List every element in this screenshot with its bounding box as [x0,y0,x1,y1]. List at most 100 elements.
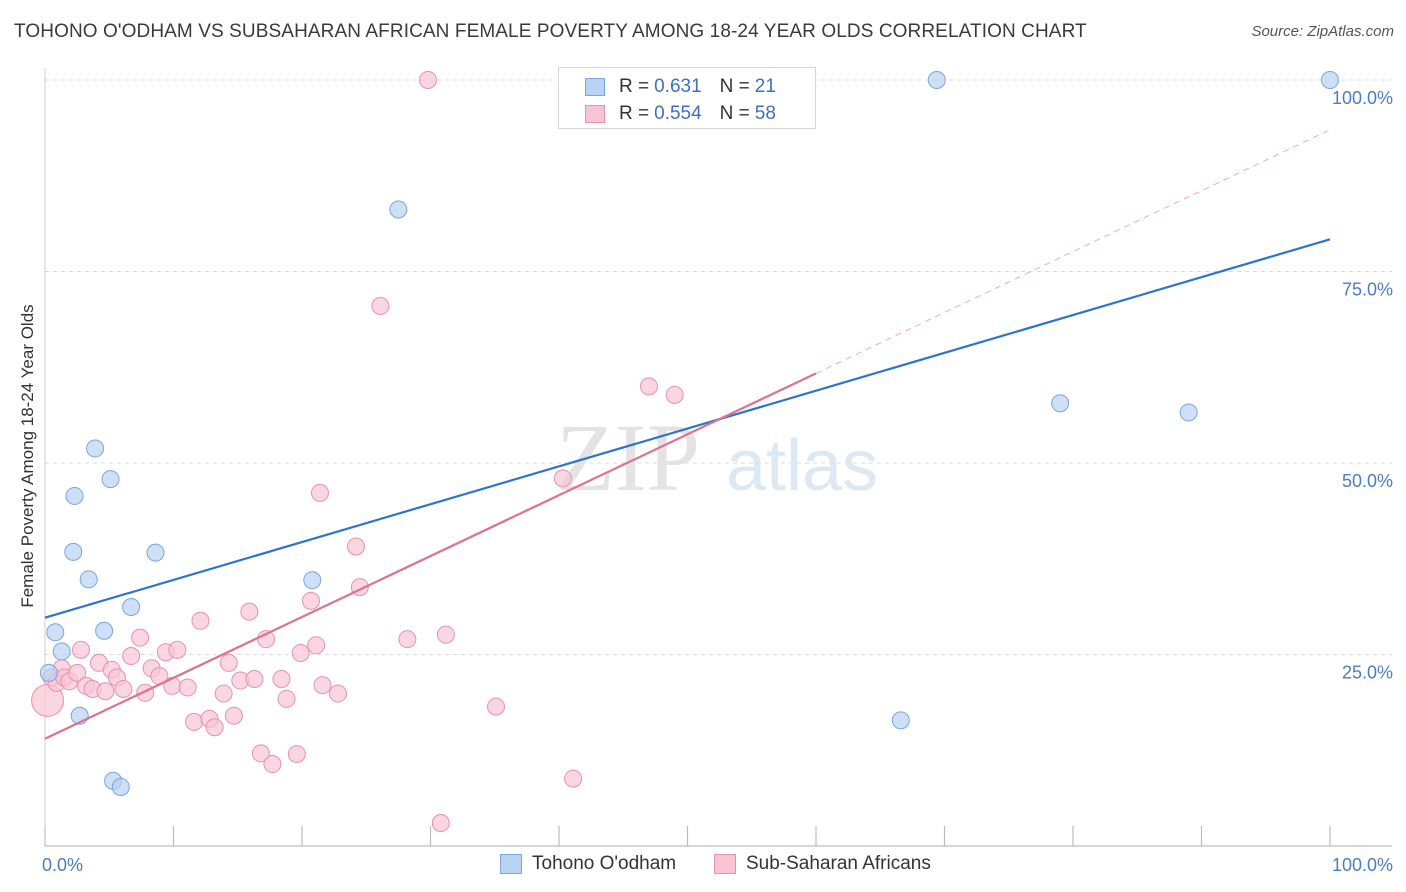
sub-saharan-point [398,630,417,649]
sub-saharan-point [371,296,390,315]
sub-saharan-point [307,636,326,655]
sub-saharan-point [313,676,332,695]
tohono-point [95,621,114,640]
tohono-points [39,71,1339,797]
sub-saharan-point [418,71,437,89]
sub-saharan-point [178,678,197,697]
legend-n-value: 21 [754,76,776,97]
legend-r-label: R = [619,76,650,97]
sub-saharan-point [96,682,115,701]
sub-saharan-point [639,377,658,396]
tohono-point [46,623,65,642]
watermark-atlas: atlas [726,426,878,506]
tohono-point [101,470,120,489]
sub-saharan-point [310,483,329,502]
tohono-point [1179,403,1198,422]
tohono-point [1051,394,1070,413]
legend-r-label: R = [619,103,650,124]
x-tick-label: 100.0% [1332,855,1393,875]
sub-saharan-point [436,625,455,644]
sub-saharan-point [168,640,187,659]
sub-saharan-point [71,640,90,659]
x-tick-label: 0.0% [42,855,83,875]
sub-saharan-point [219,653,238,672]
sub-saharan-points [31,71,770,833]
tick-labels: 25.0% 50.0% 75.0% 100.0% 0.0% 100.0% [42,88,1393,875]
watermark: ZIP atlas [556,404,878,511]
legend-r-value: 0.554 [654,103,702,124]
sub-saharan-point [214,684,233,703]
tohono-point [891,711,910,730]
tohono-point [111,778,130,797]
sub-saharan-point [251,744,270,763]
y-tick-label: 25.0% [1342,663,1393,683]
source-credit: Source: ZipAtlas.com [1251,23,1394,40]
sub-saharan-point [346,537,365,556]
tohono-point [303,571,322,590]
sub-saharan-point [431,814,450,833]
sub-saharan-point [163,676,182,695]
sub-saharan-point [245,670,264,689]
chart-title: TOHONO O'ODHAM VS SUBSAHARAN AFRICAN FEM… [14,21,1087,42]
tohono-point [79,570,98,589]
bottom-legend-label: Sub-Saharan Africans [746,853,931,874]
sub-saharan-point [564,769,583,788]
y-tick-label: 100.0% [1332,88,1393,108]
tohono-point [86,439,105,458]
sub-saharan-point [272,670,291,689]
legend-row-tohono: R = 0.631 N = 21 [585,75,776,99]
sub-saharan-point [277,689,296,708]
tohono-point [65,486,84,505]
tohono-point [927,71,946,89]
tohono-point [1321,71,1339,89]
legend-n-value: 58 [754,103,776,124]
bottom-legend-subsaharan: Sub-Saharan Africans [714,852,931,876]
legend-swatch-pink [585,105,605,123]
sub-saharan-point [263,755,282,774]
bottom-legend-swatch-pink [714,854,736,874]
sub-saharan-point [205,718,224,737]
axis-layer [44,68,1392,847]
y-tick-label: 75.0% [1342,280,1393,300]
sub-saharan-point [287,745,306,764]
sub-saharan-point [136,683,155,702]
sub-saharan-point [301,591,320,610]
tohono-point [39,663,58,682]
bottom-legend-tohono: Tohono O'odham [500,852,676,876]
sub-saharan-point [68,663,87,682]
grid-layer [45,79,1392,655]
y-tick-label: 50.0% [1342,471,1393,491]
y-axis-label: Female Poverty Among 18-24 Year Olds [18,304,37,608]
sub-saharan-point [191,611,210,630]
sub-saharan-point [665,385,684,404]
correlation-legend: R = 0.631 N = 21 R = 0.554 N = 58 [558,67,816,129]
tohono-point [64,542,83,561]
legend-r-value: 0.631 [654,76,702,97]
tohono-point [52,642,71,661]
tohono-point [146,543,165,562]
tohono-trend-line [44,238,1331,619]
sub-saharan-point [328,684,347,703]
sub-saharan-trend-line [44,372,817,740]
sub-saharan-point [487,697,506,716]
sub-saharan-point [240,602,259,621]
sub-saharan-point [114,679,133,698]
legend-n-label: N = [719,76,750,97]
sub-saharan-point [131,628,150,647]
trend-lines [44,129,1331,740]
sub-saharan-point [553,469,572,488]
tohono-point [122,598,141,617]
sub-saharan-point [224,706,243,725]
tohono-point [389,200,408,219]
legend-swatch-blue [585,78,605,96]
bottom-legend-label: Tohono O'odham [532,853,677,874]
legend-row-subsaharan: R = 0.554 N = 58 [585,102,776,126]
bottom-legend-swatch-blue [500,854,522,874]
sub-saharan-point [291,643,310,662]
watermark-zip: ZIP [556,404,700,511]
sub-saharan-point [122,647,141,666]
sub-saharan-point [185,712,204,731]
legend-n-label: N = [719,103,750,124]
